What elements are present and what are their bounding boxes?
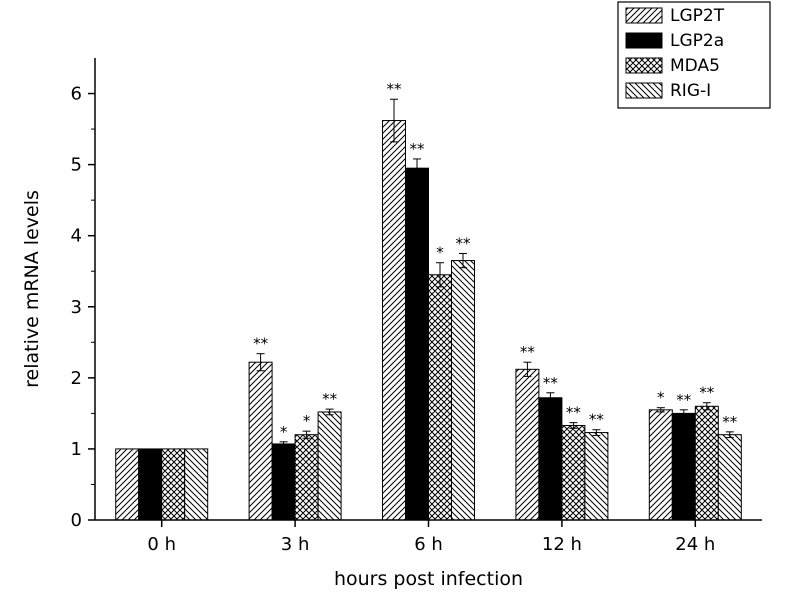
bar-LGP2a-2 — [405, 167, 429, 521]
y-axis-title: relative mRNA levels — [21, 190, 43, 388]
bar-LGP2a-3 — [538, 397, 563, 521]
bar-LGP2T-2 — [382, 120, 406, 521]
bars-group: ******************* *** ** **** — [115, 80, 742, 521]
significance-label: ** — [566, 404, 582, 422]
legend: LGP2T LGP2a MDA5 RIG-I — [617, 1, 771, 109]
bar-MDA5-0 — [161, 448, 186, 521]
legend-swatch-LGP2a — [625, 32, 663, 49]
x-tick-label-1: 3 h — [281, 534, 310, 555]
x-tick-label-3: 12 h — [542, 534, 582, 555]
bar-RIG-I-3 — [584, 432, 609, 521]
legend-label-LGP2T: LGP2T — [670, 6, 725, 26]
y-tick-label: 6 — [71, 84, 82, 105]
axes-group: 0 1 2 3 4 5 6 0 h 3 h 6 h 12 h 24 h hours post infec… — [21, 58, 762, 590]
significance-label: * — [436, 244, 444, 262]
significance-label: ** — [410, 140, 426, 158]
bar-MDA5-4 — [694, 405, 719, 521]
significance-label: * — [303, 412, 311, 430]
y-tick-label: 4 — [71, 226, 82, 247]
bar-LGP2a-1 — [271, 443, 296, 521]
x-tick-label-0: 0 h — [147, 534, 176, 555]
significance-label: * — [280, 423, 288, 441]
x-tick-label-2: 6 h — [414, 534, 443, 555]
bar-LGP2T-0 — [115, 448, 140, 521]
legend-swatch-LGP2T — [625, 7, 663, 24]
bar-LGP2T-4 — [648, 409, 673, 521]
legend-swatch-MDA5 — [625, 57, 663, 74]
bar-RIG-I-0 — [184, 448, 209, 521]
legend-label-RIG-I: RIG-I — [670, 81, 711, 101]
bar-LGP2T-1 — [248, 361, 273, 521]
significance-label: ** — [699, 384, 715, 402]
significance-label: ** — [520, 343, 536, 361]
bar-LGP2a-0 — [138, 448, 163, 521]
significance-label: ** — [387, 80, 403, 98]
significance-label: ** — [589, 411, 605, 429]
bar-MDA5-2 — [428, 274, 452, 521]
bar-RIG-I-1 — [317, 411, 342, 521]
y-tick-label: 0 — [71, 510, 82, 531]
y-tick-label: 5 — [71, 155, 82, 176]
bar-MDA5-1 — [294, 434, 319, 521]
x-axis-title: hours post infection — [334, 568, 523, 590]
legend-label-MDA5: MDA5 — [670, 56, 720, 76]
bar-RIG-I-2 — [451, 260, 475, 521]
y-tick-label: 2 — [71, 368, 82, 389]
significance-label: ** — [543, 374, 559, 392]
bar-RIG-I-4 — [717, 434, 742, 521]
bar-LGP2T-3 — [515, 368, 540, 521]
bar-LGP2a-4 — [671, 412, 696, 521]
significance-label: ** — [722, 413, 738, 431]
significance-label: ** — [253, 335, 269, 353]
x-tick-label-4: 24 h — [675, 534, 715, 555]
bar-MDA5-3 — [561, 424, 586, 521]
legend-swatch-RIG-I — [625, 82, 663, 99]
significance-label: ** — [322, 390, 338, 408]
significance-label: ** — [676, 391, 692, 409]
significance-label: ** — [456, 234, 472, 252]
legend-label-LGP2a: LGP2a — [670, 31, 724, 51]
significance-label: * — [657, 389, 665, 407]
y-tick-label: 1 — [71, 439, 82, 460]
y-tick-label: 3 — [71, 297, 82, 318]
